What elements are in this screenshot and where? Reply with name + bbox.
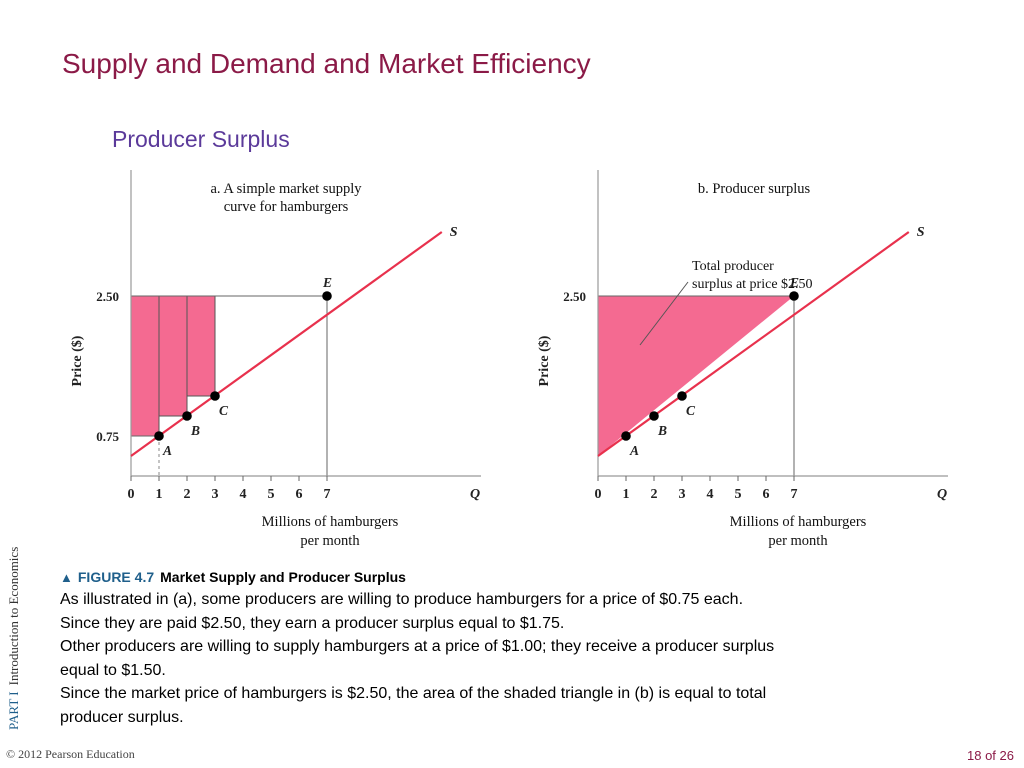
caption-line: Since the market price of hamburgers is … <box>60 685 767 702</box>
annotation-pointer <box>639 281 689 346</box>
point-e <box>789 291 799 301</box>
chart-title: curve for hamburgers <box>224 199 349 215</box>
x-tick-label: 3 <box>679 487 686 502</box>
copyright: © 2012 Pearson Education <box>6 747 135 761</box>
series-label: S <box>917 225 925 240</box>
x-tick-label: 0 <box>128 487 135 502</box>
point-e <box>322 291 332 301</box>
supply-curve <box>597 231 910 457</box>
triangle-icon: ▲ <box>60 570 73 585</box>
x-axis-label: per month <box>300 533 360 549</box>
caption-line: Since they are paid $2.50, they earn a p… <box>60 614 565 632</box>
x-axis-label: per month <box>768 533 828 549</box>
point-label: B <box>657 423 667 438</box>
point-a <box>621 431 631 441</box>
slide-title: Supply and Demand and Market Efficiency <box>62 48 591 79</box>
point-a <box>154 431 164 441</box>
chart-title: b. Producer surplus <box>698 181 811 197</box>
x-axis-label: Millions of hamburgers <box>730 514 867 530</box>
point-label: C <box>219 403 229 418</box>
course-name: Introduction to Economics <box>6 546 21 686</box>
y-tick-label: 0.75 <box>96 429 119 444</box>
chart-b: b. Producer surplus 0 1 2 3 4 5 6 7 Q 2.50 Price ($… <box>537 170 948 549</box>
y-tick-label: 2.50 <box>563 289 586 304</box>
caption-line: equal to $1.50. <box>60 661 166 679</box>
point-label: E <box>789 275 799 290</box>
figure-number: FIGURE 4.7 <box>77 569 155 585</box>
x-tick-label: 5 <box>735 487 742 502</box>
x-tick-label: 6 <box>296 487 303 502</box>
figure-title: Market Supply and Producer Surplus <box>160 569 406 585</box>
surplus-bar <box>158 295 188 417</box>
point-b <box>649 411 659 421</box>
x-tick-label: 2 <box>651 487 658 502</box>
y-axis-label: Price ($) <box>537 335 552 386</box>
point-label: E <box>322 275 332 290</box>
point-label: A <box>629 443 639 458</box>
supply-curve <box>130 231 443 457</box>
caption-line: producer surplus. <box>60 708 184 726</box>
x-tick-label: 4 <box>240 487 247 502</box>
x-axis-name: Q <box>470 487 480 502</box>
x-tick-label: 1 <box>623 487 630 502</box>
figure-heading: ▲ FIGURE 4.7 Market Supply and Producer Su… <box>60 569 920 585</box>
point-c <box>677 391 687 401</box>
chart-a: a. A simple market supply curve for hambu… <box>70 170 481 549</box>
x-tick-label: 6 <box>763 487 770 502</box>
y-tick-label: 2.50 <box>96 289 119 304</box>
x-tick-label: 7 <box>791 487 798 502</box>
x-axis-label: Millions of hamburgers <box>262 514 399 530</box>
page-number: 18 of 26 <box>967 748 1014 763</box>
x-tick-label: 7 <box>324 487 331 502</box>
caption-line: Other producers are willing to supply ha… <box>60 638 775 655</box>
point-label: A <box>162 443 172 458</box>
part-number: PART I <box>6 691 21 730</box>
point-label: B <box>190 423 200 438</box>
slide-subtitle: Producer Surplus <box>112 126 290 152</box>
y-axis-label: Price ($) <box>70 335 85 386</box>
annotation-text: Total producer <box>692 259 774 274</box>
point-b <box>182 411 192 421</box>
point-c <box>210 391 220 401</box>
x-tick-label: 4 <box>707 487 714 502</box>
x-tick-label: 5 <box>268 487 275 502</box>
x-axis-name: Q <box>937 487 947 502</box>
surplus-bar <box>186 295 216 397</box>
x-tick-label: 0 <box>595 487 602 502</box>
annotation-text: surplus at price $2.50 <box>692 277 813 292</box>
series-label: S <box>450 225 458 240</box>
x-tick-label: 2 <box>184 487 191 502</box>
point-label: C <box>686 403 696 418</box>
surplus-bar <box>130 295 160 437</box>
part-label: PART I Introduction to Economics <box>6 547 22 730</box>
x-tick-label: 3 <box>212 487 219 502</box>
x-tick-label: 1 <box>156 487 163 502</box>
chart-title: a. A simple market supply <box>210 181 362 197</box>
caption-line: As illustrated in (a), some producers ar… <box>60 591 744 608</box>
figure-caption: ▲ FIGURE 4.7 Market Supply and Producer Su… <box>60 569 920 729</box>
